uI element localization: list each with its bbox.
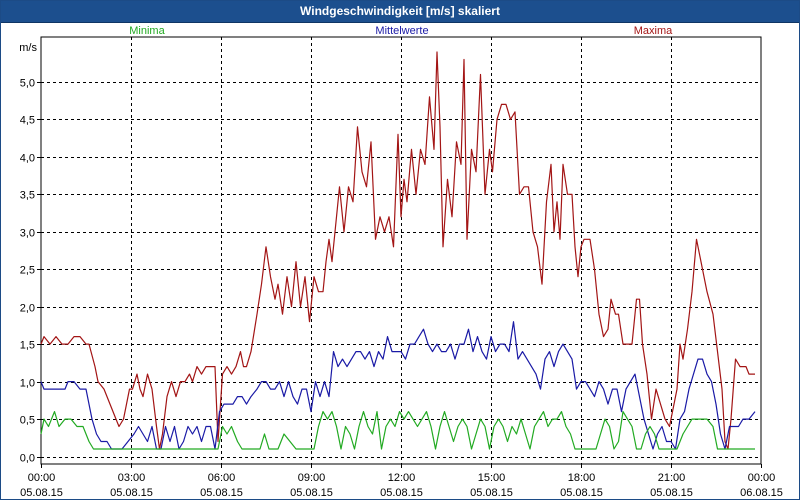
x-tick-date: 05.08.15 (560, 487, 603, 499)
y-tick-label: 1,5 (20, 340, 35, 352)
y-tick-label: 3,5 (20, 190, 35, 202)
x-tick-date: 05.08.15 (20, 487, 63, 499)
x-tick-date: 05.08.15 (380, 487, 423, 499)
y-tick-label: 4,5 (20, 115, 35, 127)
y-tick-label: 4,0 (20, 153, 35, 165)
series-line-maxima (40, 51, 755, 450)
x-tick-time: 00:00 (748, 472, 776, 484)
x-tick-date: 05.08.15 (650, 487, 693, 499)
legend-maxima: Maxima (634, 25, 673, 37)
x-tick-time: 06:00 (208, 472, 236, 484)
x-tick-date: 05.08.15 (290, 487, 333, 499)
y-tick-label: 0,5 (20, 415, 35, 427)
title-bar: Windgeschwindigkeit [m/s] skaliert (1, 1, 799, 23)
x-tick-time: 15:00 (478, 472, 506, 484)
x-tick-time: 18:00 (568, 472, 596, 484)
y-tick-label: 3,0 (20, 228, 35, 240)
x-tick-time: 03:00 (118, 472, 146, 484)
series-line-minima (40, 411, 755, 450)
y-tick-label: 1,0 (20, 378, 35, 390)
y-tick-label: 0,0 (20, 453, 35, 465)
x-tick-date: 05.08.15 (470, 487, 513, 499)
legend-mittelwerte: Mittelwerte (375, 25, 428, 37)
y-axis-label: m/s (19, 42, 37, 54)
x-tick-time: 12:00 (388, 472, 416, 484)
legend-minima: Minima (129, 25, 165, 37)
x-tick-date: 05.08.15 (110, 487, 153, 499)
x-tick-date: 05.08.15 (200, 487, 243, 499)
y-tick-label: 2,5 (20, 265, 35, 277)
y-tick-label: 5,0 (20, 78, 35, 90)
x-tick-time: 00:00 (28, 472, 56, 484)
y-tick-label: 2,0 (20, 303, 35, 315)
x-tick-date: 06.08.15 (740, 487, 783, 499)
x-tick-time: 09:00 (298, 472, 326, 484)
x-tick-time: 21:00 (658, 472, 686, 484)
series-line-mittelwerte (40, 321, 756, 450)
window-title: Windgeschwindigkeit [m/s] skaliert (300, 4, 500, 18)
